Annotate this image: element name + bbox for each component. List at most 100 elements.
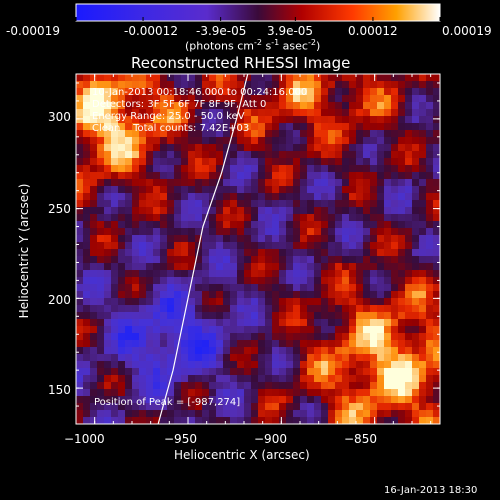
- heatmap-cell: [139, 179, 147, 187]
- heatmap-cell: [174, 396, 182, 404]
- heatmap-cell: [146, 410, 154, 418]
- heatmap-cell: [412, 207, 420, 215]
- heatmap-cell: [76, 235, 84, 243]
- heatmap-cell: [167, 81, 175, 89]
- heatmap-cell: [300, 347, 308, 355]
- heatmap-cell: [321, 95, 329, 103]
- heatmap-cell: [426, 221, 434, 229]
- heatmap-cell: [349, 284, 357, 292]
- heatmap-cell: [167, 340, 175, 348]
- heatmap-cell: [335, 333, 343, 341]
- heatmap-cell: [104, 193, 112, 201]
- heatmap-cell: [286, 326, 294, 334]
- heatmap-cell: [272, 270, 280, 278]
- heatmap-cell: [181, 417, 189, 424]
- heatmap-cell: [237, 165, 245, 173]
- heatmap-cell: [223, 375, 231, 383]
- heatmap-cell: [426, 284, 434, 292]
- heatmap-cell: [286, 375, 294, 383]
- heatmap-cell: [377, 347, 385, 355]
- heatmap-cell: [76, 340, 84, 348]
- heatmap-cell: [223, 298, 231, 306]
- heatmap-cell: [377, 123, 385, 131]
- heatmap-cell: [258, 165, 266, 173]
- heatmap-cell: [391, 221, 399, 229]
- heatmap-cell: [258, 158, 266, 166]
- heatmap-cell: [146, 305, 154, 313]
- heatmap-cell: [405, 165, 413, 173]
- heatmap-cell: [349, 410, 357, 418]
- heatmap-cell: [83, 396, 91, 404]
- heatmap-cell: [209, 291, 217, 299]
- heatmap-cell: [321, 123, 329, 131]
- heatmap-cell: [181, 193, 189, 201]
- heatmap-cell: [363, 333, 371, 341]
- heatmap-cell: [160, 109, 168, 117]
- heatmap-cell: [195, 102, 203, 110]
- heatmap-cell: [314, 270, 322, 278]
- heatmap-cell: [377, 186, 385, 194]
- heatmap-cell: [153, 417, 161, 424]
- heatmap-cell: [384, 242, 392, 250]
- heatmap-cell: [377, 207, 385, 215]
- heatmap-cell: [167, 235, 175, 243]
- heatmap-cell: [118, 242, 126, 250]
- heatmap-cell: [314, 284, 322, 292]
- heatmap-cell: [181, 403, 189, 411]
- heatmap-cell: [265, 340, 273, 348]
- heatmap-cell: [104, 123, 112, 131]
- heatmap-cell: [160, 123, 168, 131]
- heatmap-cell: [377, 137, 385, 145]
- heatmap-cell: [153, 319, 161, 327]
- heatmap-cell: [328, 389, 336, 397]
- heatmap-cell: [118, 102, 126, 110]
- heatmap-cell: [328, 403, 336, 411]
- heatmap-cell: [188, 116, 196, 124]
- heatmap-cell: [405, 375, 413, 383]
- heatmap-cell: [237, 375, 245, 383]
- heatmap-cell: [230, 74, 238, 82]
- heatmap-cell: [167, 130, 175, 138]
- heatmap-cell: [132, 151, 140, 159]
- heatmap-cell: [132, 410, 140, 418]
- heatmap-cell: [76, 193, 84, 201]
- heatmap-cell: [391, 284, 399, 292]
- heatmap-cell: [244, 312, 252, 320]
- heatmap-cell: [90, 277, 98, 285]
- heatmap-cell: [83, 200, 91, 208]
- heatmap-cell: [111, 403, 119, 411]
- heatmap-cell: [118, 179, 126, 187]
- heatmap-cell: [125, 277, 133, 285]
- heatmap-cell: [314, 221, 322, 229]
- heatmap-cell: [118, 277, 126, 285]
- heatmap-cell: [391, 403, 399, 411]
- heatmap-cell: [97, 95, 105, 103]
- heatmap-cell: [125, 354, 133, 362]
- heatmap-cell: [76, 291, 84, 299]
- heatmap-cell: [335, 137, 343, 145]
- heatmap-cell: [426, 172, 434, 180]
- heatmap-cell: [405, 158, 413, 166]
- heatmap-cell: [181, 144, 189, 152]
- heatmap-cell: [97, 326, 105, 334]
- heatmap-cell: [111, 123, 119, 131]
- heatmap-cell: [237, 137, 245, 145]
- heatmap-cell: [188, 88, 196, 96]
- heatmap-cell: [370, 382, 378, 390]
- heatmap-cell: [293, 410, 301, 418]
- heatmap-cell: [272, 382, 280, 390]
- heatmap-cell: [377, 228, 385, 236]
- heatmap-cell: [188, 319, 196, 327]
- heatmap-cell: [286, 200, 294, 208]
- heatmap-cell: [244, 256, 252, 264]
- heatmap-cell: [426, 396, 434, 404]
- heatmap-cell: [160, 144, 168, 152]
- heatmap-cell: [181, 389, 189, 397]
- heatmap-cell: [230, 116, 238, 124]
- heatmap-cell: [104, 382, 112, 390]
- heatmap-cell: [230, 95, 238, 103]
- heatmap-cell: [384, 417, 392, 424]
- heatmap-cell: [405, 410, 413, 418]
- heatmap-cell: [419, 375, 427, 383]
- heatmap-cell: [146, 109, 154, 117]
